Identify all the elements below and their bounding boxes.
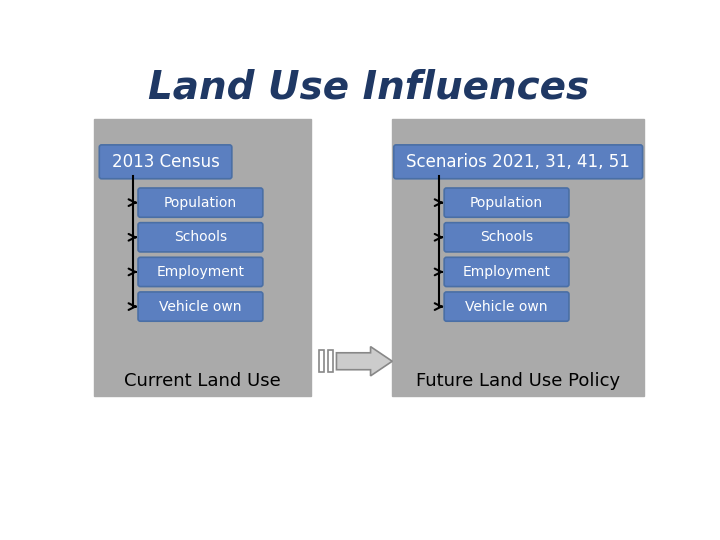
Text: Employment: Employment: [462, 265, 551, 279]
Text: Current Land Use: Current Land Use: [124, 372, 281, 389]
Text: Schools: Schools: [174, 230, 227, 244]
Text: Population: Population: [470, 195, 543, 210]
FancyBboxPatch shape: [444, 292, 569, 321]
FancyBboxPatch shape: [138, 257, 263, 287]
Text: Schools: Schools: [480, 230, 533, 244]
Text: 2013 Census: 2013 Census: [112, 153, 220, 171]
FancyBboxPatch shape: [444, 257, 569, 287]
Bar: [319, 350, 324, 372]
Text: Scenarios 2021, 31, 41, 51: Scenarios 2021, 31, 41, 51: [406, 153, 630, 171]
Text: Land Use Influences: Land Use Influences: [148, 69, 590, 107]
FancyBboxPatch shape: [138, 292, 263, 321]
FancyBboxPatch shape: [94, 119, 311, 396]
Text: Vehicle own: Vehicle own: [159, 300, 242, 314]
FancyBboxPatch shape: [392, 119, 644, 396]
Text: Future Land Use Policy: Future Land Use Policy: [416, 372, 620, 389]
FancyBboxPatch shape: [394, 145, 642, 179]
Text: Employment: Employment: [156, 265, 244, 279]
FancyBboxPatch shape: [99, 145, 232, 179]
FancyBboxPatch shape: [444, 188, 569, 217]
FancyBboxPatch shape: [138, 222, 263, 252]
Text: Vehicle own: Vehicle own: [465, 300, 548, 314]
Text: Population: Population: [164, 195, 237, 210]
Bar: [328, 350, 333, 372]
FancyArrow shape: [336, 347, 392, 376]
FancyBboxPatch shape: [444, 222, 569, 252]
FancyBboxPatch shape: [138, 188, 263, 217]
